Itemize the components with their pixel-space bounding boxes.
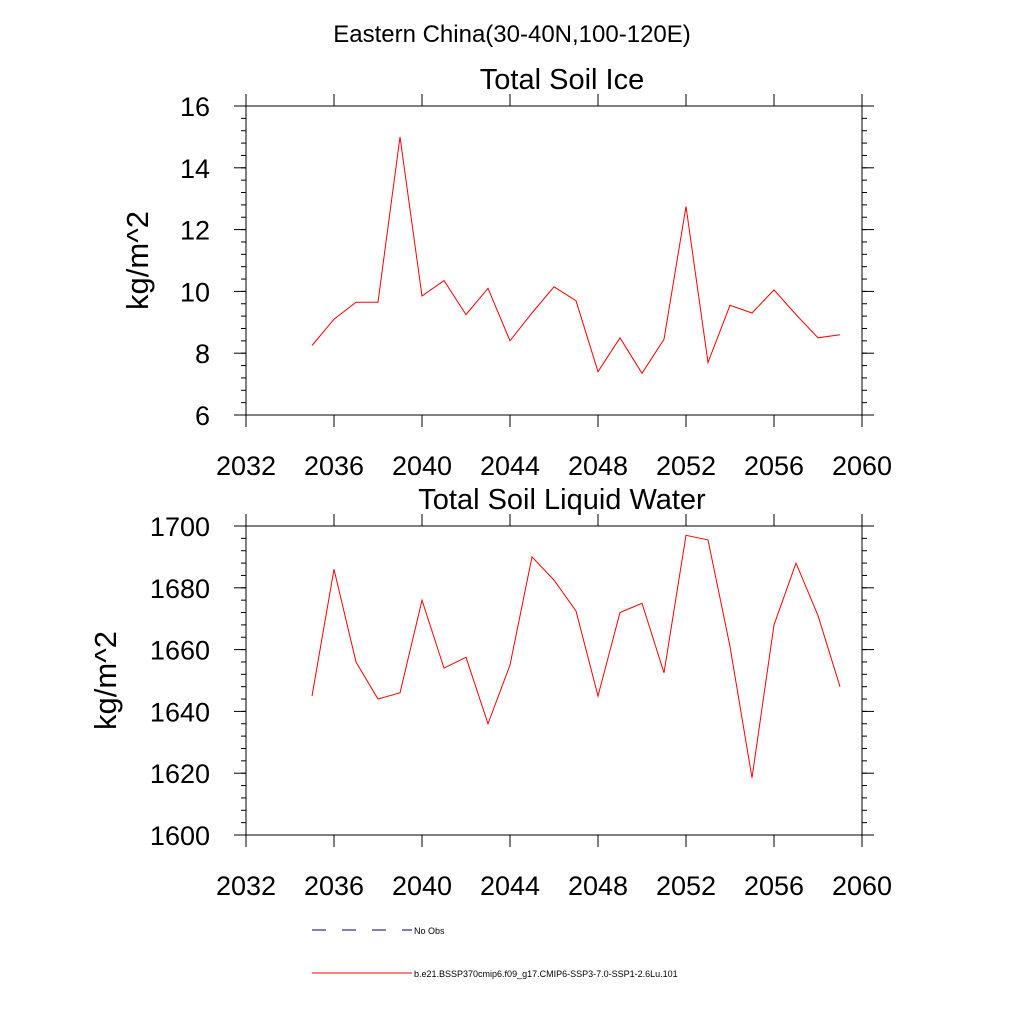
x-tick-label: 2036 xyxy=(304,871,364,901)
x-tick-label: 2048 xyxy=(568,871,628,901)
x-tick-label: 2056 xyxy=(744,451,804,481)
y-tick-label: 6 xyxy=(195,401,210,431)
y-axis-label: kg/m^2 xyxy=(88,631,123,730)
y-tick-label: 12 xyxy=(180,216,210,246)
y-tick-label: 1640 xyxy=(150,697,210,727)
series-line-1 xyxy=(311,534,841,778)
legend: No Obs b.e21.BSSP370cmip6.f09_g17.CMIP6-S… xyxy=(312,926,678,979)
x-tick-label: 2056 xyxy=(744,871,804,901)
chart-panel-2: Total Soil Liquid Water 2032 2036 2040 2044 2… xyxy=(88,484,892,901)
legend-label-2: b.e21.BSSP370cmip6.f09_g17.CMIP6-SSP3-7.… xyxy=(414,969,678,979)
series-line-1 xyxy=(311,136,841,375)
x-tick-label: 2052 xyxy=(656,871,716,901)
x-tick-label: 2032 xyxy=(216,451,276,481)
x-tick-label: 2060 xyxy=(832,871,892,901)
chart-panel-1: Total Soil Ice 2032 2036 2040 2044 2048 2052 20… xyxy=(120,64,892,481)
y-axis-label: kg/m^2 xyxy=(120,211,155,310)
x-tick-label: 2060 xyxy=(832,451,892,481)
x-tick-label: 2044 xyxy=(480,451,540,481)
x-tick-label: 2032 xyxy=(216,871,276,901)
y-tick-label: 1600 xyxy=(150,821,210,851)
plot-frame xyxy=(245,525,863,836)
y-tick-label: 10 xyxy=(180,277,210,307)
chart-panels: Total Soil Ice 2032 2036 2040 2044 2048 2052 20… xyxy=(88,64,892,901)
y-tick-label: 1700 xyxy=(150,512,210,542)
y-tick-label: 16 xyxy=(180,92,210,122)
chart-title: Total Soil Ice xyxy=(480,64,644,96)
x-tick-label: 2040 xyxy=(392,871,452,901)
x-tick-label: 2040 xyxy=(392,451,452,481)
x-tick-label: 2052 xyxy=(656,451,716,481)
y-tick-label: 1680 xyxy=(150,574,210,604)
legend-label-1: No Obs xyxy=(414,926,445,936)
y-tick-label: 1660 xyxy=(150,636,210,666)
x-tick-label: 2048 xyxy=(568,451,628,481)
y-tick-label: 1620 xyxy=(150,759,210,789)
y-tick-label: 14 xyxy=(180,154,210,184)
chart-title: Total Soil Liquid Water xyxy=(418,484,706,516)
x-tick-label: 2044 xyxy=(480,871,540,901)
figure-title: Eastern China(30-40N,100-120E) xyxy=(333,21,691,48)
x-tick-label: 2036 xyxy=(304,451,364,481)
y-tick-label: 8 xyxy=(195,339,210,369)
plot-frame xyxy=(245,105,863,416)
